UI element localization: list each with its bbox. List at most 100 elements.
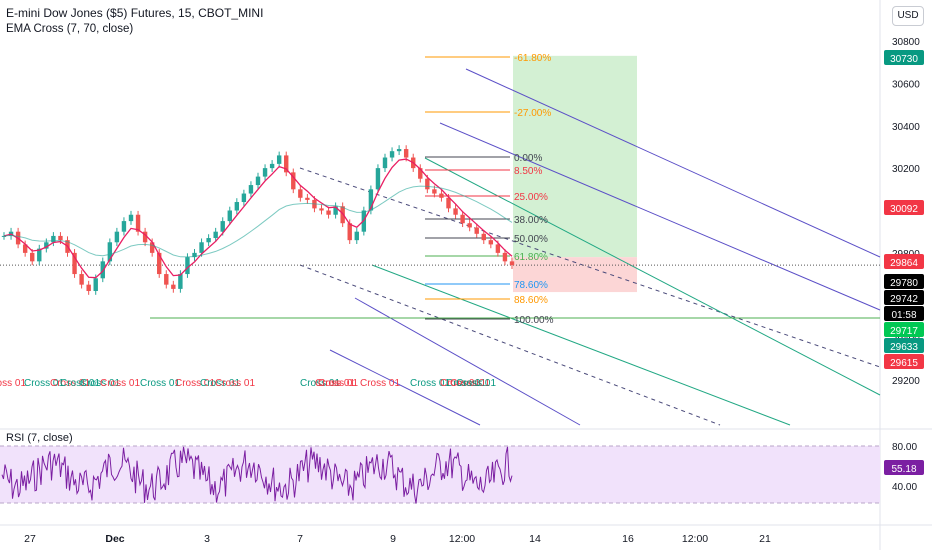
candle-body	[305, 197, 310, 200]
price-label: 01:58	[891, 310, 916, 321]
cross-signal-label: Cross 01	[360, 378, 400, 389]
fib-level-label: 8.50%	[514, 166, 542, 177]
candle-body	[481, 233, 486, 241]
candle-body	[86, 284, 91, 292]
price-tick: 29200	[892, 376, 920, 387]
cross-signal-label: Cross 01	[315, 378, 355, 389]
candle-body	[128, 214, 134, 222]
candle-body	[178, 274, 183, 289]
candle-body	[319, 208, 324, 211]
candle-body	[262, 168, 268, 177]
candle-body	[149, 242, 155, 253]
fib-level-label: 38.00%	[514, 215, 548, 226]
candle-body	[382, 157, 388, 169]
candle-body	[488, 240, 494, 245]
candle-body	[425, 178, 430, 190]
price-label-box	[884, 200, 924, 215]
cross-signal-label: Cross 01	[446, 378, 486, 389]
rsi-value-label: 55.18	[891, 464, 916, 475]
candle-body	[227, 210, 232, 222]
channel-green-lower	[371, 264, 791, 426]
price-label-box	[884, 290, 924, 305]
cross-signal-label: Cross 01	[200, 378, 240, 389]
currency-button[interactable]: USD	[892, 6, 924, 26]
time-tick: 21	[759, 533, 771, 545]
rsi-band	[0, 446, 880, 503]
price-label: 29717	[890, 326, 918, 337]
candle-body	[439, 193, 444, 198]
cross-signal-label: Cross 01	[50, 378, 90, 389]
candle-body	[220, 221, 225, 232]
candle-body	[326, 210, 331, 215]
cross-signal-label: Cross 01	[440, 378, 480, 389]
channel-green-upper	[424, 157, 881, 396]
ema-slow-line	[3, 185, 513, 258]
price-label: 29615	[890, 358, 918, 369]
candle-body	[1, 235, 7, 237]
candle-body	[72, 252, 77, 275]
fib-level-label: 25.00%	[514, 192, 548, 203]
time-tick: 12:00	[449, 533, 475, 545]
cross-signal-label: Cross 01	[80, 378, 120, 389]
candle-body	[164, 274, 169, 285]
cross-signal-label: Cross 01	[24, 378, 64, 389]
candle-body	[446, 197, 451, 209]
price-label-box	[884, 354, 924, 369]
candle-body	[418, 168, 423, 179]
candle-body	[51, 235, 56, 243]
candle-body	[389, 151, 395, 158]
price-label: 29742	[890, 294, 918, 305]
price-label: 30092	[890, 204, 918, 215]
price-label-box	[884, 274, 924, 289]
candle-body	[495, 244, 501, 253]
candle-body	[107, 242, 113, 262]
candle-body	[248, 185, 254, 194]
fib-level-label: 88.60%	[514, 295, 548, 306]
time-tick: 16	[622, 533, 634, 545]
candles	[1, 145, 515, 295]
price-tick: 30600	[892, 79, 920, 90]
cross-signal-label: Cross 01	[60, 378, 100, 389]
time-tick: 12:00	[682, 533, 708, 545]
fib-level-label: 61.80%	[514, 252, 548, 263]
candle-body	[276, 155, 282, 164]
cross-signal-label: Cross 01	[318, 378, 358, 389]
symbol-title: E-mini Dow Jones ($5) Futures, 15, CBOT_…	[6, 6, 264, 20]
rsi-legend[interactable]: RSI (7, close)	[6, 432, 73, 444]
fib-level-label: 100.00%	[514, 315, 554, 326]
price-label: 29633	[890, 342, 918, 353]
indicator-legend[interactable]: EMA Cross (7, 70, close)	[6, 23, 134, 35]
candle-body	[234, 202, 240, 211]
price-tick: 30400	[892, 122, 920, 133]
cross-signal-label: Cross 01	[0, 378, 26, 389]
price-label-box	[884, 306, 924, 321]
channel-median-dashed	[299, 167, 881, 368]
candle-body	[269, 163, 275, 169]
candle-body	[396, 149, 402, 152]
candle-body	[375, 168, 381, 190]
candle-body	[241, 193, 247, 203]
cross-signal-label: Cross 01	[100, 378, 140, 389]
candle-body	[121, 221, 127, 232]
channel-upper-outer	[465, 68, 881, 258]
candle-body	[213, 231, 218, 239]
channel-lower-outer	[329, 349, 481, 426]
fib-level-label: -27.00%	[514, 108, 551, 119]
channel-lower-inner	[354, 297, 581, 426]
candle-body	[502, 252, 508, 262]
candle-body	[37, 248, 42, 262]
channel-dashed-lower	[299, 264, 721, 426]
price-label: 30730	[890, 54, 918, 65]
rsi-tick: 40.00	[892, 482, 917, 493]
fib-level-label: 78.60%	[514, 280, 548, 291]
stop-zone	[513, 257, 637, 293]
cross-signal-label: Cross 01	[456, 378, 496, 389]
candle-body	[142, 231, 148, 243]
candle-body	[333, 206, 338, 215]
price-label-box	[884, 338, 924, 353]
cross-signal-label: Cross 01	[175, 378, 215, 389]
candle-body	[93, 278, 98, 292]
candle-body	[30, 252, 35, 262]
candle-body	[403, 149, 409, 158]
